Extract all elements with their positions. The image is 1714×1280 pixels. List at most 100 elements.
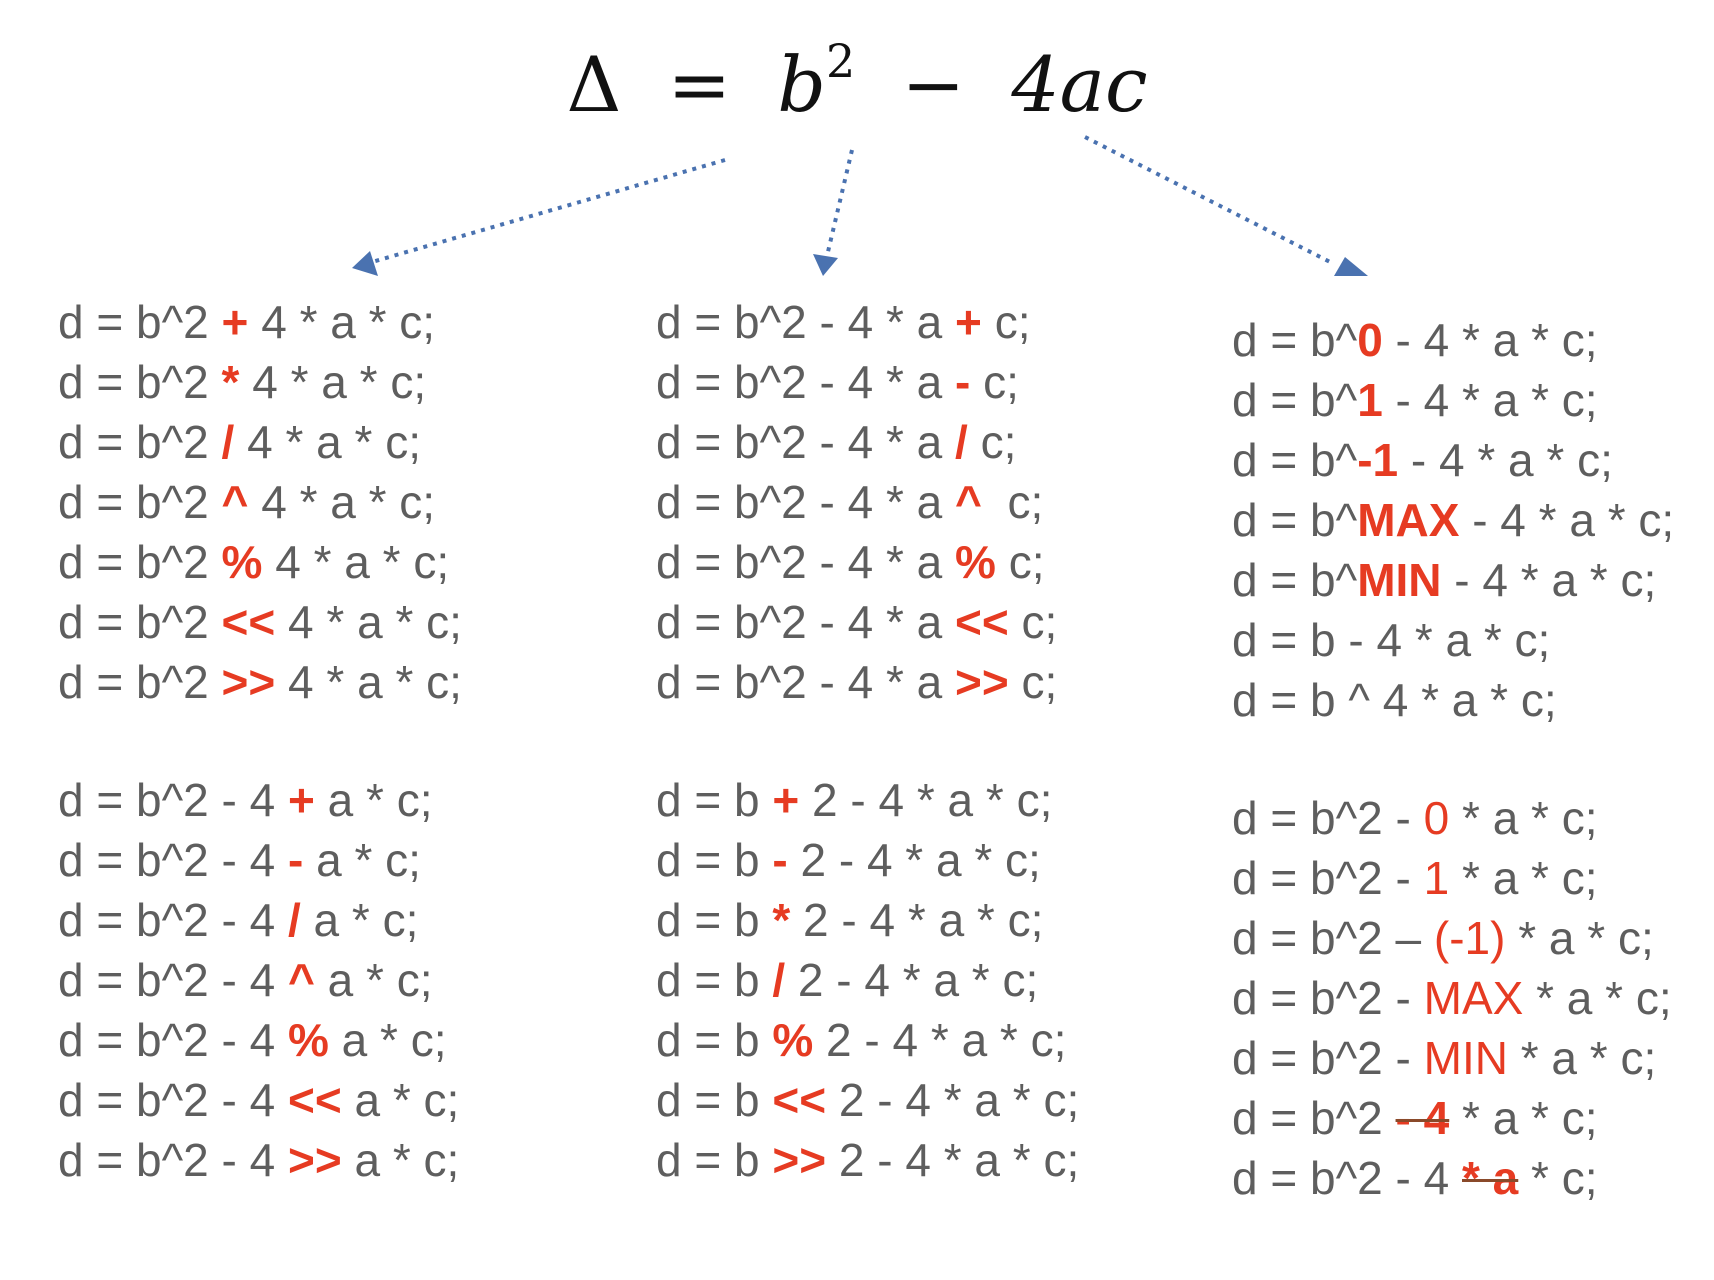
group-middle-bottom: d = b + 2 - 4 * a * c; d = b - 2 - 4 * a … — [656, 770, 1079, 1190]
mutated-token: << — [955, 596, 1009, 648]
mutated-token: * — [772, 894, 791, 946]
code-line: d = b^2 - 4 * a * c; — [1232, 1148, 1672, 1208]
code-text: d = b — [656, 1014, 773, 1066]
mutated-token: >> — [221, 656, 276, 708]
code-text: 4 * a * c; — [262, 536, 450, 588]
equals-sign: = — [667, 40, 732, 129]
mutated-token: (-1) — [1433, 912, 1506, 964]
mutated-token: / — [221, 416, 235, 468]
code-line: d = b^2 + 4 * a * c; — [58, 292, 462, 352]
arrow-to-middle-column — [813, 149, 854, 276]
code-text: * a * c; — [1449, 1092, 1598, 1144]
mutated-token: >> — [955, 656, 1009, 708]
code-text: a * c; — [314, 774, 433, 826]
code-text: 2 - 4 * a * c; — [790, 894, 1044, 946]
mutated-token: % — [772, 1014, 814, 1066]
code-line: d = b^2 - 4 - a * c; — [58, 830, 459, 890]
code-text: a * c; — [314, 954, 433, 1006]
code-text: d = b^2 — [58, 476, 222, 528]
mutated-token: 1 — [1423, 852, 1450, 904]
code-text: 2 - 4 * a * c; — [826, 1074, 1080, 1126]
code-line: d = b^2 * 4 * a * c; — [58, 352, 462, 412]
arrow-to-right-column — [1084, 135, 1368, 276]
code-text: d = b^ — [1232, 314, 1358, 366]
code-line: d = b - 4 * a * c; — [1232, 610, 1674, 670]
mutated-token: 1 — [1357, 374, 1383, 426]
code-text: d = b^2 - — [1232, 972, 1424, 1024]
code-text: d = b^2 - — [1232, 852, 1424, 904]
code-text: d = b — [656, 1134, 773, 1186]
mutated-token: / — [955, 416, 968, 468]
code-line: d = b^2 - 4 + a * c; — [58, 770, 459, 830]
code-text: * a * c; — [1523, 972, 1672, 1024]
discriminant-formula: Δ = b2 − 4ac — [0, 38, 1714, 129]
code-line: d = b^2 - 4 << a * c; — [58, 1070, 459, 1130]
mutated-token: >> — [772, 1134, 827, 1186]
code-text: d = b^2 — [58, 656, 222, 708]
code-text: c; — [995, 536, 1045, 588]
code-line: d = b ^ 4 * a * c; — [1232, 670, 1674, 730]
code-line: d = b^2 - MAX * a * c; — [1232, 968, 1672, 1028]
code-text: * a * c; — [1507, 1032, 1657, 1084]
code-text: 4 * a * c; — [275, 656, 462, 708]
code-text: 4 * a * c; — [248, 296, 436, 348]
mutated-token: MIN — [1357, 554, 1442, 606]
code-line: d = b^2 - 4 * a % c; — [656, 532, 1057, 592]
code-line: d = b^MIN - 4 * a * c; — [1232, 550, 1674, 610]
mutated-token: / — [772, 954, 786, 1006]
code-line: d = b^2 / 4 * a * c; — [58, 412, 462, 472]
code-text: d = b^ — [1232, 494, 1358, 546]
code-line: d = b << 2 - 4 * a * c; — [656, 1070, 1079, 1130]
code-text: d = b^2 - 4 * a — [656, 536, 956, 588]
code-line: d = b^2 - 4 * a + c; — [656, 292, 1057, 352]
code-text: c; — [967, 416, 1017, 468]
mutated-token: << — [772, 1074, 827, 1126]
code-line: d = b^2 - 1 * a * c; — [1232, 848, 1672, 908]
code-text: d = b — [656, 894, 773, 946]
mutated-token: ^ — [221, 476, 249, 528]
code-text: d = b^2 - 4 * a — [656, 476, 956, 528]
delta-symbol: Δ — [566, 40, 622, 129]
code-line: d = b^2 – (-1) * a * c; — [1232, 908, 1672, 968]
code-text: c; — [1008, 656, 1058, 708]
mutated-token: % — [288, 1014, 329, 1066]
code-line: d = b^2 << 4 * a * c; — [58, 592, 462, 652]
mutated-token: << — [288, 1074, 342, 1126]
group-right-top: d = b^0 - 4 * a * c; d = b^1 - 4 * a * c;… — [1232, 310, 1674, 730]
code-line: d = b^2 - 4 * a << c; — [656, 592, 1057, 652]
code-text: a * c; — [341, 1074, 460, 1126]
code-text: d = b — [656, 954, 773, 1006]
code-text: d = b^2 - 4 * a — [656, 296, 956, 348]
group-left-bottom: d = b^2 - 4 + a * c; d = b^2 - 4 - a * c;… — [58, 770, 459, 1190]
code-line: d = b^0 - 4 * a * c; — [1232, 310, 1674, 370]
code-text: d = b - 4 * a * c; — [1232, 614, 1551, 666]
group-left-top: d = b^2 + 4 * a * c; d = b^2 * 4 * a * c;… — [58, 292, 462, 712]
mutated-token: % — [221, 536, 263, 588]
code-line: d = b^2 - 4 ^ a * c; — [58, 950, 459, 1010]
code-text: d = b^ — [1232, 554, 1358, 606]
mutated-token: -1 — [1357, 434, 1399, 486]
mutated-token: + — [288, 774, 315, 826]
code-text: * a * c; — [1449, 852, 1598, 904]
code-text: d = b — [656, 1074, 773, 1126]
formula-4ac: 4ac — [1011, 40, 1148, 129]
code-line: d = b % 2 - 4 * a * c; — [656, 1010, 1079, 1070]
mutated-token: 0 — [1423, 792, 1450, 844]
mutated-token: * a — [1462, 1152, 1519, 1204]
mutated-token: MAX — [1423, 972, 1524, 1024]
code-line: d = b^MAX - 4 * a * c; — [1232, 490, 1674, 550]
code-text: c; — [981, 296, 1031, 348]
code-text: d = b^2 — [58, 536, 222, 588]
code-text: d = b^2 - 4 — [58, 1134, 288, 1186]
formula-exponent: 2 — [826, 34, 856, 88]
code-text: d = b^2 - 4 — [58, 774, 288, 826]
code-text: a * c; — [341, 1134, 460, 1186]
code-line: d = b / 2 - 4 * a * c; — [656, 950, 1079, 1010]
code-line: d = b^2 - 4 * a ^ c; — [656, 472, 1057, 532]
code-line: d = b^2 - 4 / a * c; — [58, 890, 459, 950]
formula-b: b — [777, 40, 827, 129]
code-text: * a * c; — [1505, 912, 1654, 964]
code-line: d = b^2 >> 4 * a * c; — [58, 652, 462, 712]
code-text: d = b^2 - 4 * a — [656, 356, 956, 408]
